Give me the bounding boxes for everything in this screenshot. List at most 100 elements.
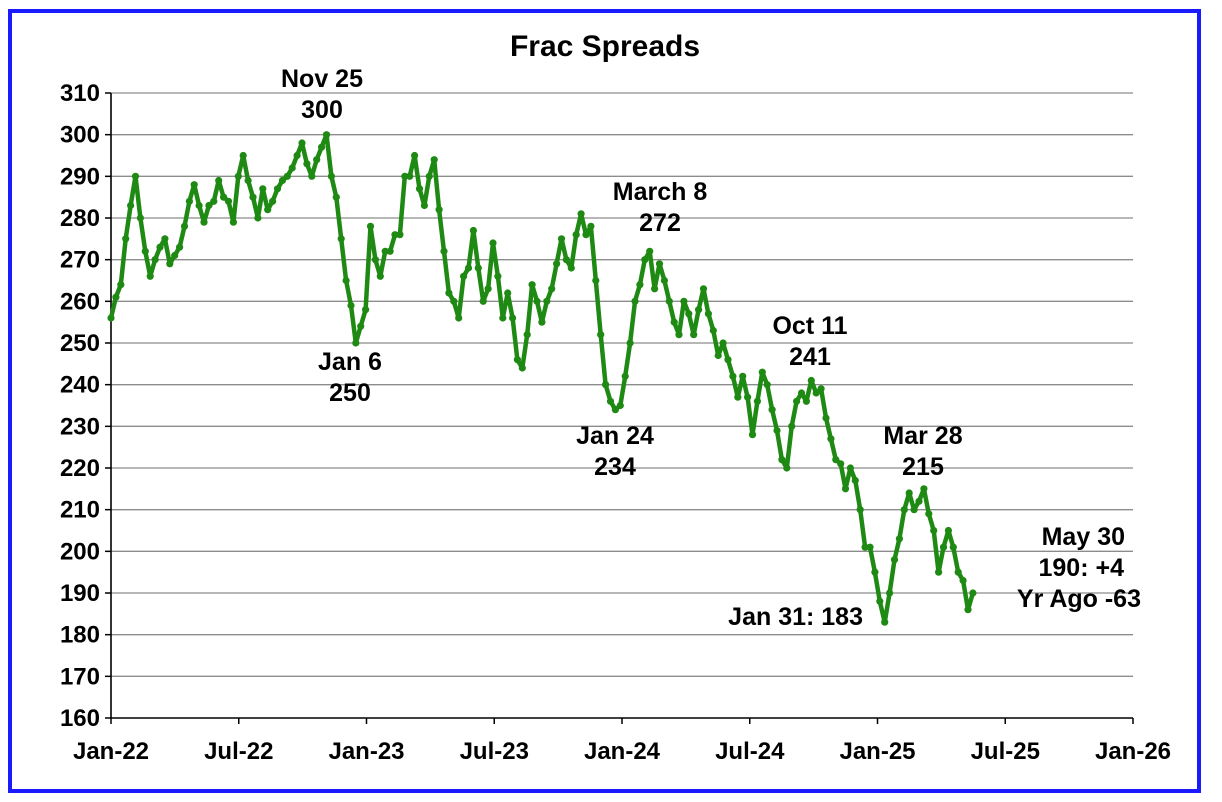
- data-point: [415, 185, 424, 193]
- data-point: [954, 568, 962, 576]
- y-tick-label: 290: [60, 163, 100, 190]
- data-point: [763, 381, 771, 389]
- data-point: [259, 185, 267, 193]
- annotation: Jan 6 250: [318, 348, 382, 407]
- data-point: [646, 247, 654, 255]
- data-point: [474, 264, 482, 272]
- data-point: [264, 206, 272, 214]
- data-point: [239, 151, 247, 160]
- data-point: [171, 251, 179, 260]
- y-axis-ticks: 160 170 180 190 200 210 220 230 240 250 260 270 280 2…: [60, 80, 111, 732]
- annotation: Nov 25 300: [281, 65, 363, 124]
- annotation-label: Nov 25: [281, 65, 363, 93]
- data-point: [273, 185, 282, 193]
- data-point: [479, 297, 487, 305]
- data-point: [685, 310, 693, 318]
- data-point: [283, 172, 291, 180]
- data-point: [699, 285, 708, 293]
- y-tick-label: 310: [60, 80, 100, 107]
- data-point: [660, 276, 669, 285]
- data-point: [146, 272, 154, 280]
- x-axis-ticks: Jan-22 Jul-22 Jan-23 Jul-23 Jan-24 Jul-24 Jan-…: [73, 718, 1171, 765]
- data-point: [562, 256, 571, 264]
- data-point: [939, 543, 948, 551]
- data-point: [484, 285, 492, 293]
- y-tick-label: 230: [60, 413, 100, 440]
- data-point: [748, 431, 757, 439]
- data-point: [587, 222, 595, 230]
- data-point: [881, 618, 889, 626]
- data-point: [513, 356, 522, 364]
- series-frac-spreads: [107, 131, 977, 626]
- y-tick-label: 170: [60, 663, 100, 690]
- data-point: [641, 256, 649, 264]
- data-point: [567, 264, 575, 272]
- data-point: [357, 322, 365, 330]
- data-point: [582, 231, 590, 239]
- data-point: [905, 489, 913, 497]
- annotation-label: Mar 28: [883, 422, 962, 450]
- y-tick-label: 190: [60, 580, 100, 607]
- annotation-label: 300: [301, 96, 343, 124]
- data-point: [455, 314, 463, 322]
- data-point: [332, 193, 340, 201]
- data-point: [523, 331, 531, 339]
- x-tick-label: Jul-25: [971, 738, 1040, 765]
- data-point: [347, 301, 355, 310]
- data-point: [895, 535, 904, 543]
- y-tick-label: 270: [60, 247, 100, 274]
- y-tick-label: 260: [60, 288, 100, 315]
- data-point: [396, 231, 404, 239]
- data-point: [362, 306, 370, 314]
- data-point: [376, 272, 384, 280]
- data-point: [176, 243, 184, 251]
- data-point: [308, 172, 316, 180]
- y-tick-label: 210: [60, 497, 100, 524]
- data-point: [180, 222, 189, 230]
- data-point: [920, 485, 928, 493]
- annotation: Jan 24 234: [576, 422, 654, 481]
- y-tick-label: 250: [60, 330, 100, 357]
- data-point: [303, 160, 311, 168]
- data-point: [572, 231, 580, 239]
- data-point: [802, 397, 811, 405]
- data-point: [851, 476, 859, 485]
- data-point: [719, 339, 727, 347]
- annotation-label: Yr Ago -63: [1017, 585, 1141, 613]
- data-point: [837, 460, 845, 468]
- data-point: [841, 485, 850, 493]
- data-point: [156, 243, 164, 251]
- data-point: [322, 131, 331, 139]
- annotation-label: Jan 6: [318, 348, 382, 376]
- data-point: [807, 376, 815, 385]
- data-point: [386, 247, 394, 255]
- data-point: [817, 385, 825, 393]
- data-point: [969, 589, 977, 597]
- data-point: [651, 285, 659, 293]
- annotation-label: Oct 11: [772, 312, 847, 340]
- annotation-label: 190: +4: [1039, 554, 1125, 582]
- data-point: [131, 172, 140, 180]
- y-tick-label: 180: [60, 622, 100, 649]
- data-point: [709, 326, 717, 335]
- data-point: [107, 314, 115, 322]
- data-point: [812, 389, 820, 397]
- data-point: [508, 314, 517, 322]
- data-point: [577, 210, 585, 218]
- data-point: [592, 276, 600, 285]
- data-point: [832, 456, 840, 464]
- data-point: [224, 197, 233, 205]
- data-point: [269, 197, 277, 205]
- data-point: [827, 435, 835, 443]
- data-point: [773, 426, 781, 435]
- data-point: [631, 297, 639, 305]
- data-point: [371, 256, 379, 264]
- data-point: [670, 318, 678, 326]
- data-point: [425, 172, 433, 180]
- data-point: [788, 422, 796, 430]
- x-tick-label: Jul-23: [460, 738, 529, 765]
- data-point: [195, 201, 203, 210]
- data-point: [117, 281, 125, 289]
- annotation-label: May 30: [1042, 523, 1125, 551]
- annotation: May 30 190: +4 Yr Ago -63: [1017, 523, 1141, 613]
